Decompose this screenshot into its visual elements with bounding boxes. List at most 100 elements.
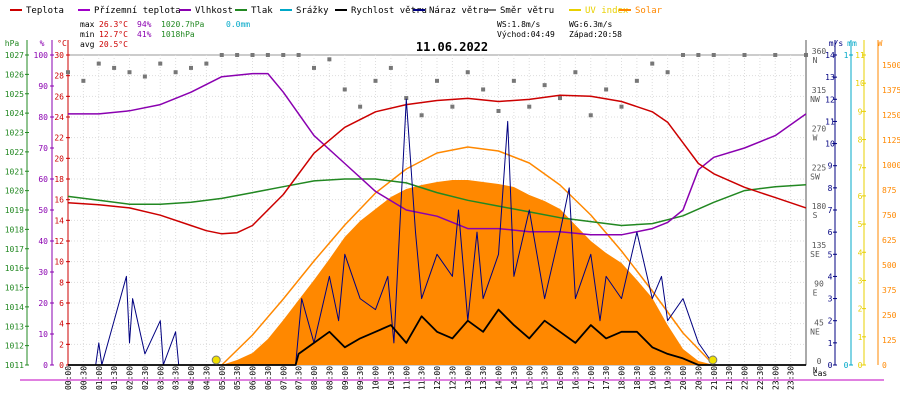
wind-dir-point [173, 70, 178, 75]
x-tick-label: 03:30 [172, 366, 181, 390]
ms-axis-tick-label: 7 [828, 206, 833, 215]
uv-axis-tick-label: 8 [858, 136, 863, 145]
hpa-axis-tick-label: 1011 [5, 361, 24, 370]
ms-axis-tick-label: 10 [825, 140, 835, 149]
x-tick-label: 14:00 [495, 366, 504, 390]
wind-dir-point [342, 87, 347, 92]
w-tick-label: 1125 [882, 136, 900, 145]
uv-axis-tick-label: 7 [858, 164, 863, 173]
w-tick-label: 625 [882, 236, 897, 245]
stats-panel: max 26.3°C 94% 1020.7hPa 0.0mm min 12.7°C 41% 10… [80, 20, 622, 49]
ms-axis-tick-label: 2 [828, 317, 833, 326]
wind-dir-point [235, 53, 240, 57]
mm-tick-label: 0 [844, 361, 849, 370]
wind-dir-point [358, 104, 363, 109]
degc-axis-tick-label: 6 [59, 299, 64, 308]
legend-label: Tlak [251, 6, 273, 16]
degc-axis-tick-label: 28 [54, 72, 64, 81]
w-tick-label: 500 [882, 261, 897, 270]
stat-value: 12.7°C [99, 30, 128, 39]
x-tick-label: 11:00 [402, 366, 411, 390]
x-tick-label: 17:30 [602, 366, 611, 390]
wind-dir-point [711, 53, 716, 57]
ms-axis-tick-label: 6 [828, 228, 833, 237]
dir-letter: N [813, 56, 818, 65]
stat-value: Východ:04:49 [497, 30, 555, 39]
wind-dir-point [634, 78, 639, 83]
uv-axis-tick-label: 5 [858, 220, 863, 229]
degc-axis-tick-label: 22 [54, 134, 64, 143]
x-tick-label: 08:30 [325, 366, 334, 390]
pct-axis-tick-label: 10 [38, 330, 48, 339]
x-tick-label: 21:00 [710, 366, 719, 390]
x-tick-label: 08:00 [310, 366, 319, 390]
uv-axis-tick-label: 1 [858, 333, 863, 342]
mm-axis-unit: mm [847, 39, 857, 48]
wind-dir-point [81, 78, 86, 83]
w-tick-label: 1000 [882, 161, 900, 170]
uv-axis-tick-label: 6 [858, 192, 863, 201]
pct-axis-tick-label: 100 [34, 51, 49, 60]
stat-value: 0.0mm [226, 20, 250, 29]
pct-axis-tick-label: 90 [38, 82, 48, 91]
wind-dir-point [250, 53, 255, 57]
stat-value: min [80, 30, 95, 39]
wind-dir-point [804, 53, 808, 57]
degc-axis-tick-label: 10 [54, 258, 64, 267]
stat-value: 94% [137, 20, 152, 29]
ms-axis-tick-label: 9 [828, 162, 833, 171]
x-tick-label: 21:30 [725, 366, 734, 390]
w-tick-label: 750 [882, 211, 897, 220]
x-tick-label: 04:00 [187, 366, 196, 390]
pct-axis-tick-label: 70 [38, 144, 48, 153]
wind-dir-point [66, 70, 70, 75]
stat-value: 26.3°C [99, 20, 128, 29]
wind-dir-point [373, 78, 378, 83]
hpa-axis-tick-label: 1013 [5, 322, 24, 331]
hpa-axis-tick-label: 1019 [5, 206, 24, 215]
x-tick-label: 13:00 [464, 366, 473, 390]
degc-axis-tick-label: 30 [54, 51, 64, 60]
wind-dir-point [481, 87, 486, 92]
uv-axis-tick-label: 9 [858, 107, 863, 116]
ms-axis-tick-label: 3 [828, 295, 833, 304]
dir-letter: S [813, 211, 818, 220]
sunrise-marker [211, 355, 221, 365]
wind-dir-point [496, 108, 501, 113]
x-tick-label: 02:30 [141, 366, 150, 390]
temperature-line [67, 94, 807, 235]
wind-dir-point [296, 53, 301, 57]
wind-dir-point [327, 57, 332, 62]
hpa-axis-tick-label: 1017 [5, 245, 24, 254]
wind-dir-point [404, 96, 409, 101]
x-tick-label: 18:30 [633, 366, 642, 390]
stat-value: 20.5°C [99, 40, 128, 49]
uv-axis-tick-label: 11 [855, 51, 865, 60]
pct-axis-tick-label: 0 [43, 361, 48, 370]
x-tick-label: 09:30 [356, 366, 365, 390]
wind-speed-line [68, 308, 806, 366]
ms-axis-tick-label: 0 [828, 361, 833, 370]
dir-tick-label: 270 [812, 125, 827, 134]
x-tick-label: 23:30 [787, 366, 796, 390]
ms-axis-tick-label: 8 [828, 184, 833, 193]
pct-axis-unit: % [40, 39, 45, 48]
degc-axis-tick-label: 4 [59, 320, 64, 329]
pressure-line [67, 178, 807, 227]
x-tick-label: 02:00 [126, 366, 135, 390]
degc-axis-tick-label: 16 [54, 196, 64, 205]
legend-label: UV index [585, 6, 629, 16]
wind-dir-point [388, 65, 393, 70]
dir-tick-label: 180 [812, 202, 827, 211]
x-tick-label: 06:00 [249, 366, 258, 390]
legend-label: Rychlost větru [351, 6, 427, 16]
degc-axis-tick-label: 26 [54, 92, 64, 101]
x-tick-label: 05:00 [218, 366, 227, 390]
dir-letter: N [813, 366, 818, 375]
uv-axis-tick-label: 10 [855, 79, 865, 88]
ms-axis-tick-label: 11 [825, 117, 835, 126]
x-tick-label: 10:00 [372, 366, 381, 390]
hpa-axis-tick-label: 1012 [5, 342, 24, 351]
x-axis-label: čas [813, 368, 828, 378]
w-axis-unit: W [878, 39, 883, 48]
